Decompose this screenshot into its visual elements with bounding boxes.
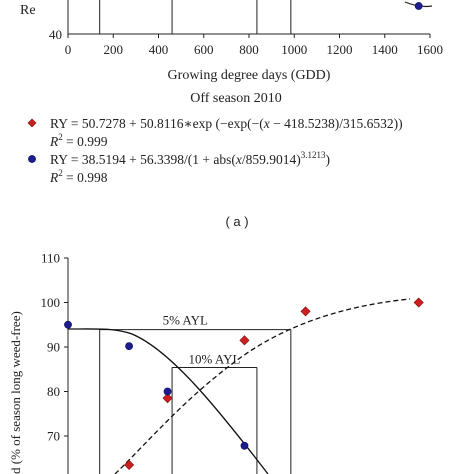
r2-circle-exp: 2 <box>58 168 63 178</box>
top-x-tick-label: 1600 <box>417 42 443 57</box>
eq2-end: ) <box>325 152 330 167</box>
data-point-diamond <box>162 393 173 404</box>
top-x-tick-label: 600 <box>194 42 214 57</box>
top-y-tick-label: 40 <box>49 27 62 42</box>
bottom-y-tick-label: 100 <box>41 295 61 310</box>
legend-circle-marker <box>28 155 36 163</box>
eq1-mid: − 418.5238)/315.6532)) <box>270 116 403 131</box>
bottom-points <box>64 297 424 470</box>
bottom-reference-lines <box>99 329 292 474</box>
data-point-circle <box>125 342 133 351</box>
r2-circle-rest: = 0.998 <box>63 170 108 185</box>
panel-label-a: ( a ) <box>225 214 248 229</box>
r2-circle: R2 = 0.998 <box>49 168 108 185</box>
bottom-y-axis-label: d (% of season long weed-free) <box>8 311 23 474</box>
bottom-y-tick-label: 80 <box>47 384 60 399</box>
top-subtitle: Off season 2010 <box>190 91 282 106</box>
ayl5-label: 5% AYL <box>163 313 208 328</box>
data-point-circle <box>240 441 249 450</box>
data-point-circle <box>64 320 72 329</box>
bottom-chart: d (% of season long weed-free) 70 80 90 100… <box>8 251 424 474</box>
bottom-y-ticks: 70 80 90 100 110 <box>41 251 68 444</box>
eq2-x: x <box>235 152 242 167</box>
data-point-circle <box>163 387 172 396</box>
top-x-ticks: 0 200 400 600 800 1000 1200 1400 1600 <box>65 34 443 57</box>
top-points <box>414 2 423 10</box>
r2-diamond: R2 = 0.999 <box>49 132 108 149</box>
data-point-diamond <box>413 297 424 308</box>
bottom-y-tick-label: 90 <box>47 340 60 355</box>
top-y-axis-label: Re <box>20 3 36 18</box>
equation-diamond: RY = 50.7278 + 50.8116∗exp (−exp(−(x − 4… <box>50 116 403 131</box>
top-x-tick-label: 0 <box>65 42 72 57</box>
data-point-diamond <box>239 335 250 346</box>
fit-curve-diamond-series <box>114 298 411 474</box>
bottom-y-tick-label: 110 <box>41 251 60 266</box>
top-x-tick-label: 200 <box>104 42 124 57</box>
ayl10-label: 10% AYL <box>189 351 241 366</box>
r2-circle-r: R <box>49 170 59 185</box>
top-data-point-circle <box>414 2 423 10</box>
r2-diamond-r: R <box>49 134 59 149</box>
eq2-prefix: RY = 38.5194 + 56.3398/(1 + abs( <box>50 152 236 167</box>
r2-diamond-exp: 2 <box>58 132 63 142</box>
top-x-axis-label: Growing degree days (GDD) <box>168 68 331 83</box>
fit-curve-circle-series <box>67 328 269 474</box>
eq1-x: x <box>263 116 270 131</box>
eq2-mid: /859.9014) <box>242 152 301 167</box>
r2-diamond-rest: = 0.999 <box>63 134 108 149</box>
top-chart: Re 40 0 200 400 600 800 1000 1200 1400 1600 Grow… <box>20 0 443 229</box>
equations-legend: RY = 50.7278 + 50.8116∗exp (−exp(−(x − 4… <box>27 116 403 185</box>
equation-circle: RY = 38.5194 + 56.3398/(1 + abs(x/859.90… <box>50 150 330 167</box>
eq2-sup: 3.1213 <box>301 150 326 160</box>
data-point-diamond <box>124 459 135 470</box>
eq1-prefix: RY = 50.7278 + 50.8116∗exp (−exp(−( <box>50 116 264 131</box>
legend-diamond-marker <box>27 118 37 128</box>
top-reference-lines <box>99 0 292 34</box>
top-x-tick-label: 1000 <box>281 42 307 57</box>
top-x-tick-label: 1200 <box>327 42 353 57</box>
top-x-tick-label: 1400 <box>372 42 398 57</box>
bottom-y-tick-label: 70 <box>47 429 60 444</box>
data-point-diamond <box>300 306 311 317</box>
top-x-tick-label: 400 <box>149 42 169 57</box>
top-x-tick-label: 800 <box>239 42 259 57</box>
